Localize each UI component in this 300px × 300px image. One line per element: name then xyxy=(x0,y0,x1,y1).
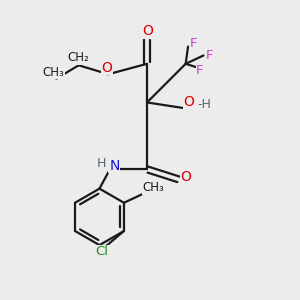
Text: CH₃: CH₃ xyxy=(143,182,164,194)
Text: H: H xyxy=(96,158,106,170)
Text: -H: -H xyxy=(197,98,211,111)
Text: O: O xyxy=(180,170,191,184)
Text: CH₂: CH₂ xyxy=(68,51,89,64)
Text: O: O xyxy=(183,95,194,110)
Text: O: O xyxy=(142,24,153,38)
Text: F: F xyxy=(190,37,198,50)
Text: CH₃: CH₃ xyxy=(43,66,64,79)
Text: Cl: Cl xyxy=(95,245,108,258)
Text: O: O xyxy=(101,61,112,75)
Text: N: N xyxy=(109,159,119,173)
Text: F: F xyxy=(196,64,204,77)
Text: F: F xyxy=(206,49,213,62)
